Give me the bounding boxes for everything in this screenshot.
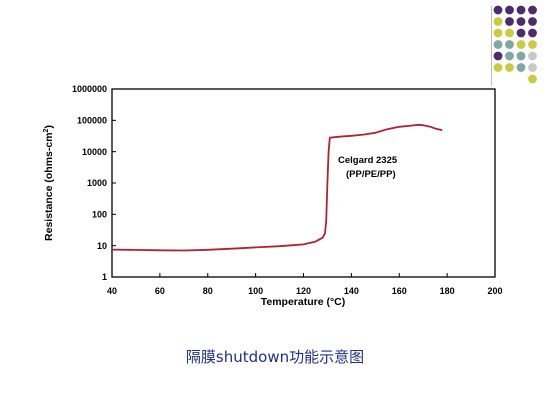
y-axis-title-superscript: 2 [43, 128, 50, 132]
decor-dot [505, 40, 514, 49]
x-tick-label: 80 [203, 286, 213, 296]
x-tick-label: 140 [344, 286, 359, 296]
x-tick-label: 180 [440, 286, 455, 296]
decorative-vertical-line [491, 6, 492, 86]
y-tick-label: 1 [102, 272, 107, 282]
x-axis-title: Temperature (°C) [261, 296, 346, 308]
decor-dot [516, 28, 526, 38]
decor-dot [516, 17, 526, 26]
decor-dot [505, 28, 514, 38]
decor-dot [493, 63, 503, 72]
decor-dot [528, 5, 537, 15]
x-tick-label: 160 [392, 286, 407, 296]
y-tick-label: 10 [97, 241, 107, 251]
decor-dot [528, 28, 537, 38]
y-tick-label: 1000000 [72, 84, 107, 94]
x-tick-label: 40 [107, 286, 117, 296]
series-annotation-line-2: (PP/PE/PP) [346, 169, 396, 180]
x-tick-label: 100 [248, 286, 263, 296]
y-axis: 1 10 100 1000 10000 100000 1000000 [72, 84, 116, 282]
y-axis-title-main: Resistance (ohms-cm [43, 132, 55, 241]
y-tick-label: 1000 [87, 178, 107, 188]
decor-dot [528, 17, 537, 26]
decorative-dot-grid [493, 5, 537, 84]
decor-dot [493, 28, 503, 38]
decor-dot [516, 40, 526, 49]
plot-frame [111, 88, 496, 278]
x-tick-label: 60 [155, 286, 165, 296]
decor-dot [528, 63, 537, 72]
decor-dot [505, 5, 514, 15]
series-annotation-line-1: Celgard 2325 [338, 155, 398, 166]
decor-dot [516, 51, 526, 61]
decor-dot [493, 40, 503, 49]
decor-dot [493, 17, 503, 26]
x-axis: 40 60 80 100 120 140 160 180 200 [107, 273, 503, 296]
decor-dot [505, 63, 514, 72]
y-axis-title-end: ) [43, 125, 55, 129]
decor-dot [528, 40, 537, 49]
series-line-celgard-2325 [111, 123, 443, 252]
x-tick-label: 200 [487, 286, 502, 296]
x-tick-label: 120 [296, 286, 311, 296]
decor-dot [493, 51, 503, 61]
y-axis-title: Resistance (ohms-cm2) [43, 125, 55, 241]
figure-caption: 隔膜shutdown功能示意图 [185, 348, 365, 366]
decor-dot [516, 63, 526, 72]
y-tick-label: 100000 [77, 116, 107, 126]
decor-dot [505, 51, 514, 61]
decor-dot [528, 51, 537, 61]
y-tick-label: 10000 [82, 147, 107, 157]
decor-dot [505, 17, 514, 26]
decor-dot [528, 74, 537, 84]
y-tick-label: 100 [92, 210, 107, 220]
decor-dot [516, 5, 526, 15]
decor-dot [493, 5, 503, 15]
